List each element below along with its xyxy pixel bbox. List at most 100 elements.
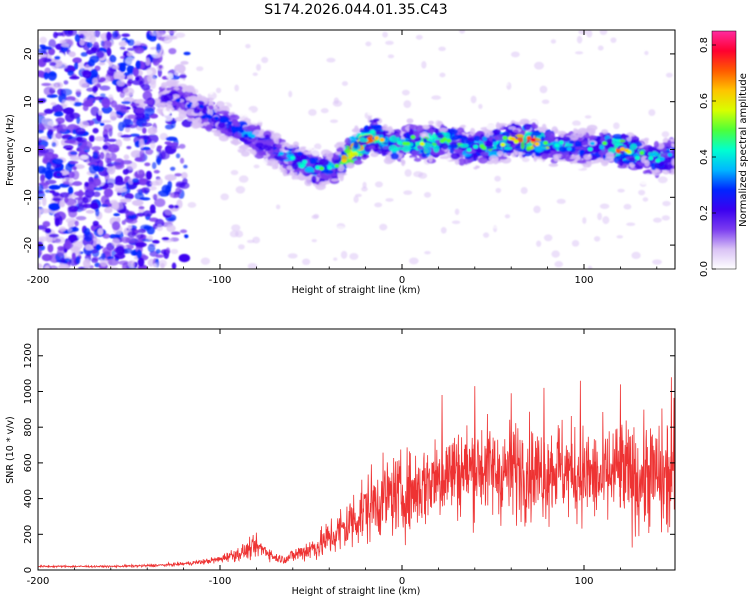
spectrogram-peak <box>250 134 256 139</box>
spectrogram-peak <box>446 138 452 143</box>
spectrogram-cell <box>587 265 593 269</box>
spectrogram-cell <box>359 129 371 134</box>
spectrogram-cell <box>200 257 211 265</box>
spectrogram-y-axis-label: Frequency (Hz) <box>5 114 16 186</box>
spectrogram-cell <box>164 124 174 130</box>
spectrogram-cell <box>631 251 641 260</box>
spectrogram-peak <box>510 137 516 142</box>
spectrogram-cell <box>662 200 671 207</box>
spectrogram-cell <box>100 203 109 208</box>
spectrogram-cell <box>382 130 389 134</box>
spectrogram-cell <box>92 127 99 134</box>
spectrogram-cell <box>438 46 446 52</box>
spectrogram-cell <box>572 163 584 170</box>
spectrogram-cell <box>121 220 126 225</box>
spectrogram-cell <box>537 146 543 152</box>
spectrogram-cell <box>207 108 214 117</box>
spectrogram-cell <box>166 100 173 109</box>
spectrogram-peak <box>186 103 192 108</box>
spectrogram-cell <box>644 50 649 56</box>
spectrogram-cell <box>92 151 99 159</box>
spectrogram-cell <box>369 184 375 189</box>
spectrogram-cell <box>38 137 42 144</box>
snr-y-tick-label: 1200 <box>23 343 34 368</box>
spectrogram-cell <box>118 121 125 132</box>
snr-y-tick-label: 0 <box>23 567 34 573</box>
spectrogram-cell <box>488 209 493 216</box>
spectrogram-cell <box>374 202 383 208</box>
spectrogram-cell <box>148 235 153 241</box>
spectrogram-cell <box>404 169 412 177</box>
spectrogram-cell <box>478 156 488 164</box>
spectrogram-cell <box>665 231 674 237</box>
spectrogram-cell <box>82 196 89 204</box>
spectrogram-cell <box>89 55 100 63</box>
spectrogram-cell <box>114 114 121 118</box>
spectrogram-cell <box>545 255 553 261</box>
spectrogram-cell <box>183 234 189 239</box>
spectrogram-cell <box>197 128 203 134</box>
spectrogram-cell <box>622 159 633 165</box>
spectrogram-cell <box>158 102 168 106</box>
spectrogram-cell <box>308 109 317 116</box>
spectrogram-cell <box>261 56 269 64</box>
spectrogram-cell <box>581 141 589 146</box>
spectrogram-cell <box>165 79 177 87</box>
spectrogram-cell <box>179 74 187 79</box>
spectrogram-cell <box>601 159 609 167</box>
spectrogram-cell <box>121 101 131 105</box>
spectrogram-cell <box>160 149 166 160</box>
spectrogram-cell <box>552 153 564 159</box>
spectrogram-peak <box>554 143 560 148</box>
spectrogram-cell <box>43 86 54 96</box>
spectrogram-cell <box>82 258 91 269</box>
spectrogram-cell <box>41 46 53 51</box>
spectrogram-cell <box>238 175 249 183</box>
spectrogram-cell <box>340 250 348 259</box>
spectrogram-cell <box>179 229 188 234</box>
spectrogram-cell <box>73 101 83 107</box>
spectrogram-cell <box>56 248 65 257</box>
spectrogram-peak <box>558 140 564 145</box>
spectrogram-cell <box>102 233 111 239</box>
spectrogram-peak <box>513 139 519 144</box>
spectrogram-cell <box>62 107 75 115</box>
spectrogram-cell <box>171 231 181 235</box>
spectrogram-cell <box>63 80 69 85</box>
spectrogram-cell <box>274 143 283 148</box>
spectrogram-cell <box>443 132 450 139</box>
spectrogram-cell <box>53 236 66 244</box>
spectrogram-cell <box>71 252 76 260</box>
spectrogram-cell <box>122 248 133 254</box>
spectrogram-cell <box>203 97 214 102</box>
spectrogram-cell <box>92 220 99 227</box>
spectrogram-cell <box>39 208 51 214</box>
spectrogram-cell <box>48 184 61 190</box>
spectrogram-cell <box>58 215 63 226</box>
spectrogram-cell <box>473 135 481 142</box>
spectrogram-cell <box>449 137 459 141</box>
spectrogram-cell <box>539 85 548 94</box>
spectrogram-cell <box>196 66 204 72</box>
spectrogram-cell <box>423 146 432 154</box>
spectrogram-cell <box>231 137 239 143</box>
spectrogram-cell <box>271 165 278 170</box>
spectrogram-cell <box>157 145 163 150</box>
spectrogram-cell <box>170 36 178 40</box>
spectrogram-cell <box>263 124 271 130</box>
spectrogram-cell <box>78 61 84 70</box>
spectrogram-cell <box>104 207 113 214</box>
spectrogram-cell <box>53 111 64 117</box>
spectrogram-cell <box>464 125 470 133</box>
spectrogram-cell <box>374 181 383 188</box>
spectrogram-cell <box>47 129 54 136</box>
spectrogram-cell <box>151 161 157 170</box>
spectrogram-cell <box>106 47 112 57</box>
spectrogram-cell <box>234 84 239 92</box>
spectrogram-cell <box>101 97 111 108</box>
spectrogram-cell <box>232 146 240 151</box>
spectrogram-cell <box>582 217 587 224</box>
spectrogram-cell <box>491 138 497 142</box>
spectrogram-cell <box>415 125 425 134</box>
